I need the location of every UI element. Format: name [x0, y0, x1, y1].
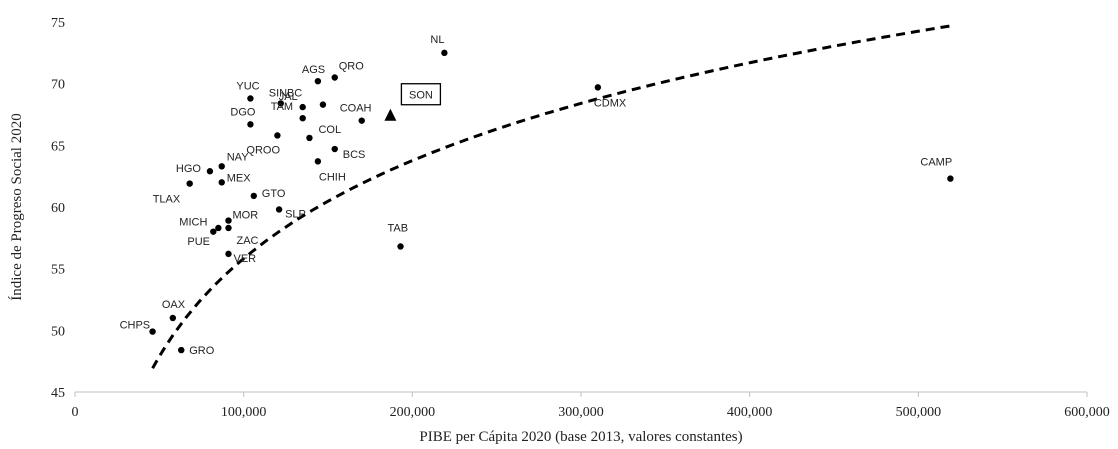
- x-tick-label: 200,000: [390, 405, 436, 420]
- data-point: [331, 145, 338, 153]
- point-label: OAX: [162, 299, 186, 311]
- x-tick-label: 500,000: [896, 405, 942, 420]
- point-label: CHIH: [319, 171, 346, 183]
- data-point: [178, 346, 185, 354]
- highlight-label: SON: [409, 90, 433, 102]
- y-tick-label: 55: [51, 263, 65, 278]
- data-point: [306, 134, 313, 142]
- x-tick-label: 100,000: [221, 405, 267, 420]
- data-point: [275, 206, 283, 213]
- data-point: [314, 78, 322, 85]
- data-point: [250, 192, 257, 200]
- point-label: DGO: [230, 106, 256, 118]
- point-label: CHPS: [120, 320, 151, 332]
- data-point: [314, 158, 322, 165]
- highlight-box: [400, 83, 442, 106]
- point-label: QROO: [246, 144, 280, 156]
- data-point: [358, 117, 365, 124]
- point-label: PUE: [187, 236, 210, 248]
- point-label: GRO: [189, 345, 215, 357]
- data-point: [186, 180, 193, 187]
- point-label: ZAC: [236, 235, 258, 247]
- point-label: MEX: [227, 172, 252, 184]
- data-point: [331, 74, 338, 81]
- data-point: [277, 100, 284, 107]
- point-label: HGO: [176, 163, 202, 175]
- point-label: COL: [318, 124, 341, 136]
- point-label: YUC: [236, 80, 259, 92]
- point-label: BCS: [343, 149, 366, 161]
- y-tick-label: 45: [51, 386, 65, 401]
- point-label: QRO: [339, 61, 365, 73]
- data-point: [225, 250, 232, 258]
- data-point: [225, 217, 232, 224]
- data-point: [299, 115, 306, 122]
- x-axis-title: PIBE per Cápita 2020 (base 2013, valores…: [419, 429, 742, 445]
- point-label: AGS: [302, 64, 325, 76]
- highlight-marker: [384, 108, 397, 121]
- y-tick-label: 65: [51, 139, 65, 154]
- data-point: [594, 84, 602, 91]
- point-label: TLAX: [153, 194, 181, 206]
- data-point: [206, 168, 214, 175]
- point-label: MICH: [179, 217, 207, 229]
- highlight-point: SON: [384, 83, 442, 121]
- point-label: GTO: [262, 188, 286, 200]
- data-point: [149, 328, 156, 335]
- data-point: [274, 132, 281, 139]
- x-tick-label: 300,000: [558, 405, 604, 420]
- point-label: VER: [233, 253, 256, 265]
- data-point: [247, 121, 254, 128]
- y-axis-ticks: 45 50 55 60 65 70 75: [51, 16, 65, 401]
- trend-line: [151, 24, 951, 369]
- x-tick-label: 0: [72, 405, 79, 420]
- point-label: CDMX: [594, 97, 627, 109]
- y-tick-label: 60: [51, 201, 65, 216]
- x-tick-label: 600,000: [1064, 405, 1110, 420]
- point-label: NAY: [227, 151, 249, 163]
- data-point: [218, 179, 225, 186]
- data-point: [441, 49, 448, 57]
- point-label: JAL: [279, 91, 298, 103]
- point-label: NL: [430, 34, 444, 46]
- data-point: [169, 314, 177, 322]
- point-label: TAB: [388, 222, 409, 234]
- y-axis-title: Índice de Progreso Social 2020: [8, 113, 25, 300]
- y-tick-label: 75: [51, 16, 65, 31]
- x-tick-label: 400,000: [727, 405, 773, 420]
- data-point: [947, 175, 954, 182]
- data-point: [210, 228, 217, 235]
- point-label: TAM: [271, 101, 293, 113]
- point-label: COAH: [340, 103, 372, 115]
- y-tick-label: 70: [51, 78, 65, 93]
- data-point: [215, 224, 222, 232]
- x-axis-ticks: 0 100,000 200,000 300,000 400,000 500,000 600,…: [72, 392, 1110, 420]
- point-label: BC: [287, 88, 302, 100]
- data-point: [218, 163, 225, 170]
- point-label: SLP: [285, 208, 306, 220]
- point-label: MOR: [232, 210, 258, 222]
- point-label: SIN: [269, 87, 287, 99]
- data-point: [397, 243, 404, 250]
- data-point: [247, 95, 254, 102]
- y-tick-label: 50: [51, 324, 65, 339]
- data-point: [225, 224, 232, 232]
- data-point: [299, 103, 306, 111]
- data-point: [319, 101, 327, 108]
- point-label: CAMP: [920, 157, 952, 169]
